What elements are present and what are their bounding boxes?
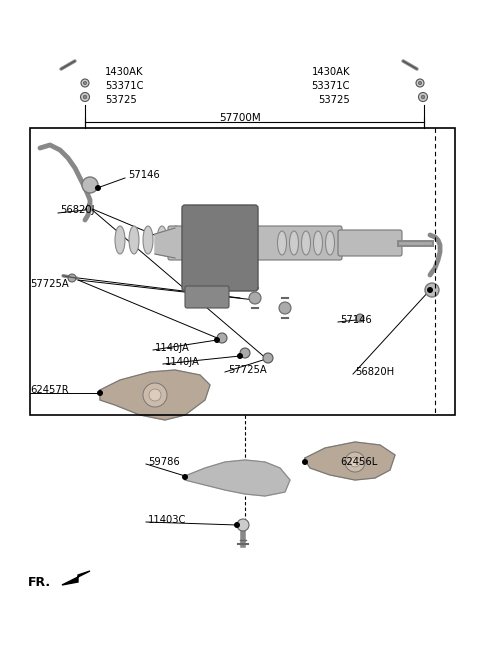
Text: FR.: FR.	[28, 576, 51, 589]
Circle shape	[237, 353, 243, 359]
Circle shape	[356, 314, 364, 322]
Circle shape	[425, 283, 439, 297]
Circle shape	[95, 185, 101, 191]
Circle shape	[345, 452, 365, 472]
Text: 1430AK: 1430AK	[312, 67, 350, 77]
Circle shape	[263, 353, 273, 363]
Ellipse shape	[325, 231, 335, 255]
Circle shape	[214, 337, 220, 343]
Ellipse shape	[171, 226, 181, 254]
Circle shape	[350, 457, 360, 467]
Ellipse shape	[301, 231, 311, 255]
Circle shape	[421, 95, 425, 99]
FancyBboxPatch shape	[182, 205, 258, 291]
FancyBboxPatch shape	[338, 230, 402, 256]
Circle shape	[302, 459, 308, 465]
Circle shape	[419, 81, 421, 85]
Circle shape	[419, 93, 428, 101]
Text: 1430AK: 1430AK	[105, 67, 144, 77]
Text: 57146: 57146	[128, 170, 160, 180]
Circle shape	[237, 519, 249, 531]
FancyBboxPatch shape	[185, 286, 229, 308]
Text: 57725A: 57725A	[228, 365, 267, 375]
Ellipse shape	[277, 231, 287, 255]
Bar	[30, 128, 455, 415]
Circle shape	[416, 79, 424, 87]
Ellipse shape	[313, 231, 323, 255]
Circle shape	[68, 274, 76, 282]
Ellipse shape	[115, 226, 125, 254]
Text: 53371C: 53371C	[105, 81, 144, 91]
Circle shape	[279, 302, 291, 314]
Polygon shape	[155, 228, 175, 258]
Circle shape	[143, 383, 167, 407]
Text: 53725: 53725	[105, 95, 137, 105]
Text: 53725: 53725	[318, 95, 350, 105]
Text: 62457R: 62457R	[30, 385, 69, 395]
Circle shape	[149, 389, 161, 401]
Polygon shape	[100, 370, 210, 420]
Text: 62456L: 62456L	[340, 457, 377, 467]
Circle shape	[83, 95, 87, 99]
Circle shape	[81, 93, 89, 101]
Text: 11403C: 11403C	[148, 515, 186, 525]
Circle shape	[84, 81, 86, 85]
Ellipse shape	[143, 226, 153, 254]
Circle shape	[240, 348, 250, 358]
Circle shape	[97, 390, 103, 396]
Ellipse shape	[157, 226, 167, 254]
Text: 1140JA: 1140JA	[165, 357, 200, 367]
Ellipse shape	[185, 226, 195, 254]
Text: 56820J: 56820J	[60, 205, 95, 215]
Circle shape	[81, 79, 89, 87]
Text: 57146: 57146	[340, 315, 372, 325]
Text: 57725A: 57725A	[30, 279, 69, 289]
Circle shape	[82, 177, 98, 193]
Polygon shape	[305, 442, 395, 480]
Polygon shape	[185, 460, 290, 496]
Circle shape	[234, 522, 240, 528]
Ellipse shape	[129, 226, 139, 254]
Text: 57700M: 57700M	[219, 113, 261, 123]
Circle shape	[249, 292, 261, 304]
Text: 59786: 59786	[148, 457, 180, 467]
Polygon shape	[62, 571, 90, 585]
Circle shape	[427, 287, 433, 293]
Text: 1140JA: 1140JA	[155, 343, 190, 353]
FancyBboxPatch shape	[168, 226, 342, 260]
Ellipse shape	[289, 231, 299, 255]
Circle shape	[182, 474, 188, 480]
Text: 53371C: 53371C	[312, 81, 350, 91]
Circle shape	[217, 333, 227, 343]
Text: 56820H: 56820H	[355, 367, 394, 377]
